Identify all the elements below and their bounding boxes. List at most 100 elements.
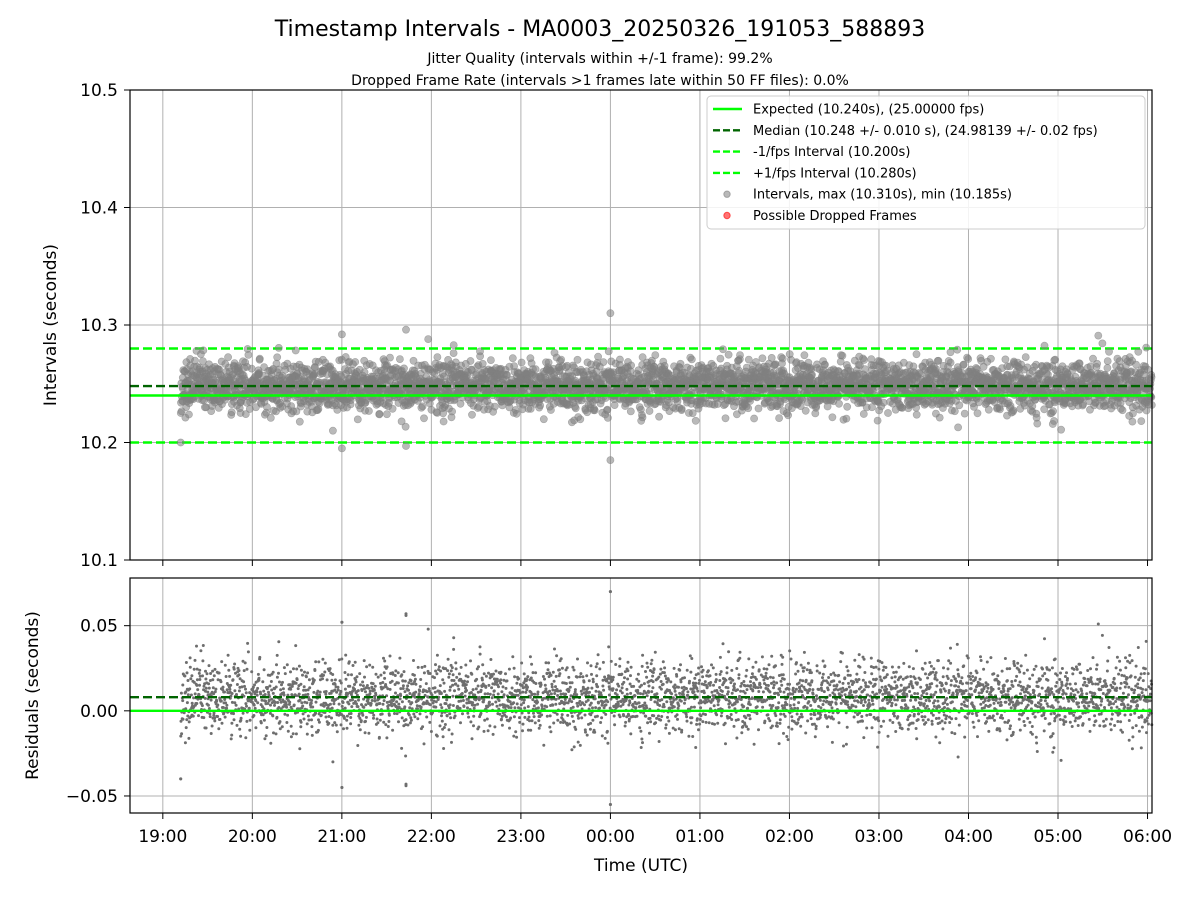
residual-point xyxy=(244,702,248,706)
residual-point xyxy=(196,688,200,692)
residual-point xyxy=(327,721,331,725)
residual-point xyxy=(306,692,310,696)
residual-point xyxy=(192,667,196,671)
residual-point xyxy=(357,723,361,727)
residual-point xyxy=(340,704,344,708)
interval-point xyxy=(996,405,1004,414)
interval-point xyxy=(645,407,654,415)
residual-point xyxy=(440,719,444,723)
interval-point xyxy=(946,348,955,357)
residual-point xyxy=(422,742,426,746)
intervals-reference-lines xyxy=(130,347,1152,444)
residual-point xyxy=(283,672,287,676)
interval-point xyxy=(673,397,682,406)
residual-point xyxy=(452,636,456,640)
residual-point xyxy=(191,714,195,718)
residual-point xyxy=(350,705,354,709)
residual-point xyxy=(249,692,253,696)
residual-point xyxy=(440,714,443,718)
residual-point xyxy=(406,684,410,688)
residual-point xyxy=(393,674,397,677)
residual-point xyxy=(365,665,369,669)
interval-point xyxy=(402,442,410,450)
residual-point xyxy=(353,687,356,691)
residual-point xyxy=(349,716,353,719)
residual-point xyxy=(181,717,185,721)
residual-point xyxy=(193,692,197,696)
residual-point xyxy=(201,659,205,663)
interval-point xyxy=(375,409,384,418)
residual-point xyxy=(220,721,224,725)
residual-point xyxy=(448,688,452,692)
residual-point xyxy=(301,712,305,716)
residual-point xyxy=(435,734,439,738)
residual-point xyxy=(453,689,456,693)
residual-point xyxy=(435,672,439,676)
residual-point xyxy=(328,667,332,671)
residual-point xyxy=(289,687,293,691)
residual-point xyxy=(289,735,293,739)
y-tick-label: 10.1 xyxy=(80,551,118,571)
residual-point xyxy=(355,675,359,679)
interval-point xyxy=(935,413,944,422)
residual-point xyxy=(226,653,230,657)
interval-point xyxy=(1105,347,1113,356)
interval-point xyxy=(1142,343,1151,352)
residual-point xyxy=(263,693,267,696)
residual-point xyxy=(207,664,211,668)
residual-point xyxy=(213,719,217,723)
interval-point xyxy=(292,407,301,416)
residual-point xyxy=(197,693,201,697)
residual-point xyxy=(381,702,385,706)
interval-point xyxy=(838,351,847,360)
residual-point xyxy=(286,729,290,733)
interval-point xyxy=(184,410,193,419)
interval-point xyxy=(224,353,232,362)
residuals-points xyxy=(130,590,1154,806)
interval-point xyxy=(953,345,962,354)
residual-point xyxy=(394,691,397,695)
residual-point xyxy=(363,731,367,735)
residual-point xyxy=(371,665,375,669)
interval-point xyxy=(244,350,253,359)
residual-point xyxy=(209,732,213,735)
residual-point xyxy=(457,687,461,691)
residual-point xyxy=(241,711,245,715)
residual-point xyxy=(382,671,386,675)
residual-point xyxy=(330,678,334,682)
interval-point xyxy=(955,401,964,410)
residual-point xyxy=(310,733,314,737)
residual-point xyxy=(234,703,238,707)
interval-point xyxy=(1040,341,1049,350)
residual-point xyxy=(217,671,221,675)
residual-point xyxy=(294,644,298,648)
residual-point xyxy=(418,689,422,693)
residual-point xyxy=(200,704,204,708)
residual-point xyxy=(292,703,296,707)
legend-label: Intervals, max (10.310s), min (10.185s) xyxy=(753,188,1012,203)
residual-point xyxy=(285,663,289,667)
residual-point xyxy=(456,684,460,688)
interval-point xyxy=(842,414,851,423)
residual-point xyxy=(198,668,202,672)
residual-point xyxy=(381,681,385,684)
interval-point xyxy=(402,325,410,334)
residual-point xyxy=(442,747,446,750)
residual-point xyxy=(195,683,199,687)
interval-point xyxy=(590,406,599,415)
residual-point xyxy=(400,700,404,704)
residual-point xyxy=(344,677,348,681)
residual-point xyxy=(323,661,327,665)
residual-point xyxy=(213,667,217,671)
residual-point xyxy=(414,682,418,686)
interval-point xyxy=(627,361,635,370)
residual-point xyxy=(314,700,318,704)
residual-point xyxy=(256,672,260,676)
residual-point xyxy=(253,683,256,687)
interval-point xyxy=(767,353,776,362)
legend-label: Median (10.248 +/- 0.010 s), (24.98139 +… xyxy=(753,124,1098,139)
residual-point xyxy=(209,672,213,675)
residual-point xyxy=(179,691,183,695)
interval-point xyxy=(382,410,391,419)
residual-point xyxy=(252,703,256,707)
